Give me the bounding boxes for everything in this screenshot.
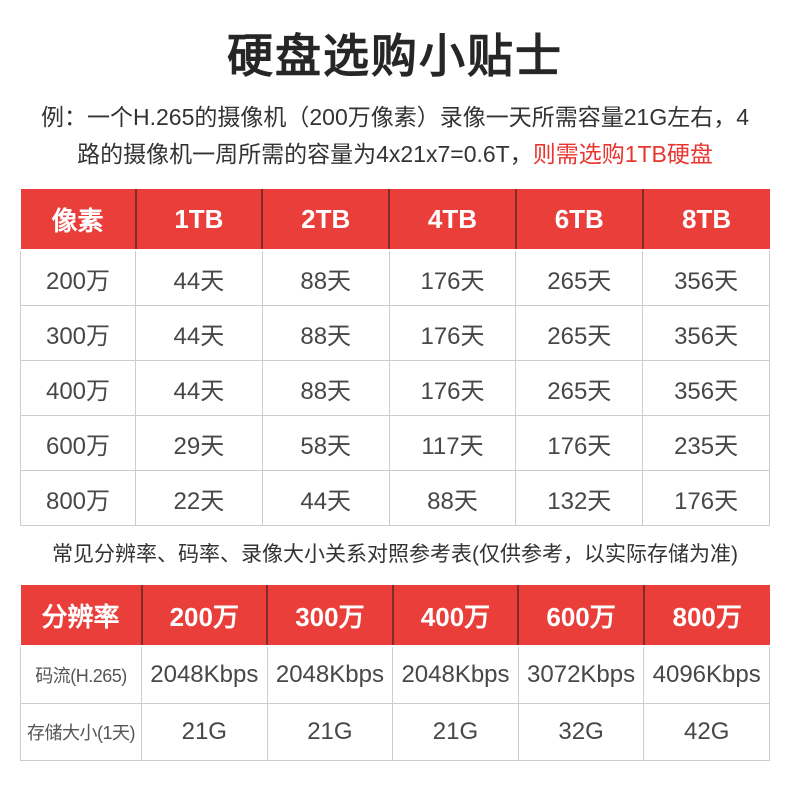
header-cell-200w: 200万 xyxy=(140,585,268,647)
header-cell-1tb: 1TB xyxy=(134,189,263,251)
header-cell-resolution: 分辨率 xyxy=(20,585,142,647)
header-cell-800w: 800万 xyxy=(642,585,770,647)
page-title: 硬盘选购小贴士 xyxy=(227,30,563,82)
header-cell-300w: 300万 xyxy=(266,585,393,647)
cell-value: 176天 xyxy=(388,360,517,416)
cell-value: 88天 xyxy=(261,360,390,416)
row-label: 800万 xyxy=(20,470,136,526)
row-label: 200万 xyxy=(20,249,136,306)
row-label: 600万 xyxy=(20,415,136,471)
row-label-storage-size: 存储大小(1天) xyxy=(20,703,142,761)
row-label-bitrate: 码流(H.265) xyxy=(20,645,142,704)
cell-value: 3072Kbps xyxy=(517,645,645,704)
cell-value: 21G xyxy=(392,703,519,761)
cell-value: 176天 xyxy=(388,249,517,306)
cell-value: 21G xyxy=(141,703,268,761)
cell-value: 117天 xyxy=(388,415,517,471)
bitrate-storage-header-row: 分辨率 200万 300万 400万 600万 800万 xyxy=(20,585,770,647)
cell-value: 42G xyxy=(643,703,770,761)
cell-value: 265天 xyxy=(515,305,644,361)
cell-value: 21G xyxy=(266,703,394,761)
example-paragraph: 例：一个H.265的摄像机（200万像素）录像一天所需容量21G左右，4 路的摄像… xyxy=(14,99,776,173)
reference-table-caption: 常见分辨率、码率、录像大小关系对照参考表(仅供参考，以实际存储为准) xyxy=(52,543,738,566)
cell-value: 176天 xyxy=(515,415,644,471)
row-label: 400万 xyxy=(20,360,136,416)
header-cell-6tb: 6TB xyxy=(514,189,643,251)
cell-value: 356天 xyxy=(642,305,770,361)
cell-value: 176天 xyxy=(388,305,517,361)
storage-days-table: 像素 1TB 2TB 4TB 6TB 8TB 200万 44天 88天 176天… xyxy=(20,189,770,526)
table-row-600w: 600万 29天 58天 117天 176天 235天 xyxy=(20,415,770,471)
cell-value: 2048Kbps xyxy=(266,645,394,704)
row-label: 300万 xyxy=(20,305,136,361)
cell-value: 44天 xyxy=(135,360,263,416)
cell-value: 44天 xyxy=(135,249,263,306)
table-row-bitrate: 码流(H.265) 2048Kbps 2048Kbps 2048Kbps 307… xyxy=(20,645,770,704)
cell-value: 88天 xyxy=(261,305,390,361)
cell-value: 356天 xyxy=(642,360,770,416)
cell-value: 4096Kbps xyxy=(643,645,770,704)
cell-value: 132天 xyxy=(515,470,644,526)
cell-value: 265天 xyxy=(515,249,644,306)
cell-value: 44天 xyxy=(261,470,390,526)
cell-value: 2048Kbps xyxy=(392,645,519,704)
table-row-400w: 400万 44天 88天 176天 265天 356天 xyxy=(20,360,770,416)
cell-value: 44天 xyxy=(135,305,263,361)
table-row-300w: 300万 44天 88天 176天 265天 356天 xyxy=(20,305,770,361)
header-cell-400w: 400万 xyxy=(391,585,519,647)
cell-value: 356天 xyxy=(642,249,770,306)
header-cell-8tb: 8TB xyxy=(641,189,770,251)
cell-value: 58天 xyxy=(261,415,390,471)
storage-days-header-row: 像素 1TB 2TB 4TB 6TB 8TB xyxy=(20,189,770,251)
cell-value: 2048Kbps xyxy=(141,645,268,704)
header-cell-pixels: 像素 xyxy=(20,189,136,251)
cell-value: 32G xyxy=(517,703,645,761)
example-line-2-text: 路的摄像机一周所需的容量为4x21x7=0.6T， xyxy=(77,141,533,167)
header-cell-4tb: 4TB xyxy=(388,189,516,251)
example-line-1: 例：一个H.265的摄像机（200万像素）录像一天所需容量21G左右，4 xyxy=(40,104,749,130)
table-row-200w: 200万 44天 88天 176天 265天 356天 xyxy=(20,249,770,306)
cell-value: 22天 xyxy=(135,470,263,526)
header-cell-2tb: 2TB xyxy=(261,189,390,251)
table-row-storage-size: 存储大小(1天) 21G 21G 21G 32G 42G xyxy=(20,703,770,761)
header-cell-600w: 600万 xyxy=(517,585,644,647)
example-line-2-highlight: 则需选购1TB硬盘 xyxy=(532,141,713,167)
cell-value: 88天 xyxy=(261,249,390,306)
cell-value: 265天 xyxy=(515,360,644,416)
bitrate-storage-table: 分辨率 200万 300万 400万 600万 800万 码流(H.265) 2… xyxy=(20,585,770,761)
cell-value: 235天 xyxy=(642,415,770,471)
cell-value: 88天 xyxy=(388,470,517,526)
cell-value: 176天 xyxy=(642,470,770,526)
cell-value: 29天 xyxy=(135,415,263,471)
table-row-800w: 800万 22天 44天 88天 132天 176天 xyxy=(20,470,770,526)
